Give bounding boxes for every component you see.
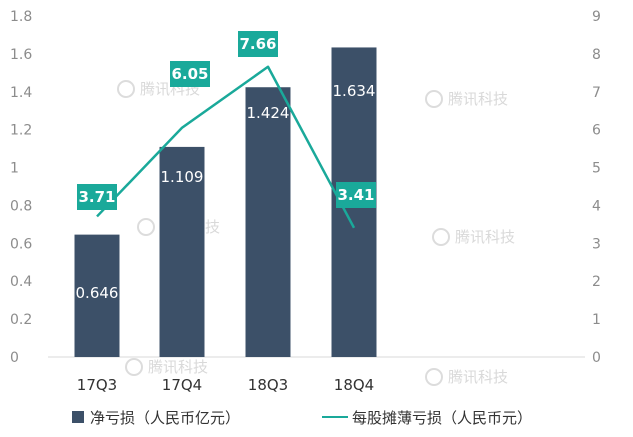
line-data-label: 6.05 (170, 61, 210, 87)
bar-data-label: 1.634 (333, 82, 376, 100)
watermark-text: 腾讯科技 (148, 358, 208, 376)
right-axis-tick-label: 8 (592, 47, 601, 63)
category-label: 17Q3 (77, 376, 117, 394)
line-data-label: 3.41 (336, 182, 376, 208)
left-axis: 0 0.2 0.4 0.6 0.8 1 1.2 1.4 1.6 1.8 (10, 9, 32, 366)
watermark-logo-icon (425, 90, 443, 108)
line-path (96, 65, 356, 229)
right-axis-tick-label: 9 (592, 9, 601, 25)
left-axis-tick-label: 1.6 (10, 47, 32, 63)
left-axis-tick-label: 0 (10, 350, 19, 366)
left-axis-tick-label: 0.6 (10, 236, 32, 252)
left-axis-tick-label: 1.4 (10, 85, 32, 101)
legend-swatch-bar (72, 411, 84, 423)
line-label-box (170, 61, 210, 87)
watermark: 腾讯科技 (125, 358, 208, 376)
line-label-text: 3.41 (337, 186, 374, 204)
legend-label-line: 每股摊薄亏损（人民币元） (352, 409, 532, 427)
bar (74, 234, 120, 357)
bar-data-label: 1.424 (247, 104, 290, 122)
line-label-text: 6.05 (171, 65, 208, 83)
line-data-label: 7.66 (238, 31, 278, 57)
x-axis-categories: 17Q3 17Q4 18Q3 18Q4 (77, 376, 374, 394)
watermark-layer: 腾讯科技腾讯科技腾讯科技腾讯科技腾讯科技腾讯科技 (117, 80, 515, 386)
right-axis: 0 1 2 3 4 5 6 7 8 9 (592, 9, 601, 366)
bar (159, 146, 205, 357)
line-label-text: 3.71 (78, 188, 115, 206)
watermark: 腾讯科技 (425, 90, 508, 108)
left-axis-tick-label: 0.2 (10, 312, 32, 328)
line-label-text: 7.66 (239, 35, 276, 53)
category-label: 17Q4 (162, 376, 202, 394)
watermark-text: 腾讯科技 (448, 368, 508, 386)
bar-data-label: 1.109 (161, 168, 204, 186)
right-axis-tick-label: 5 (592, 161, 601, 177)
watermark-logo-icon (432, 228, 450, 246)
right-axis-tick-label: 6 (592, 123, 601, 139)
line-label-box (238, 31, 278, 57)
right-axis-tick-label: 4 (592, 198, 601, 214)
watermark-text: 腾讯科技 (448, 90, 508, 108)
category-label: 18Q3 (248, 376, 288, 394)
watermark-text: 腾讯科技 (455, 228, 515, 246)
right-axis-tick-label: 1 (592, 312, 601, 328)
watermark-logo-icon (425, 368, 443, 386)
watermark-logo-icon (117, 80, 135, 98)
right-axis-tick-label: 7 (592, 85, 601, 101)
left-axis-tick-label: 1 (10, 161, 19, 177)
line-series: 3.71 6.05 7.66 3.41 (77, 31, 376, 229)
right-axis-tick-label: 0 (592, 350, 601, 366)
watermark: 腾讯科技 (432, 228, 515, 246)
left-axis-tick-label: 1.2 (10, 123, 32, 139)
legend-label-bar: 净亏损（人民币亿元） (90, 409, 240, 427)
bar-data-label: 0.646 (76, 284, 119, 302)
category-label: 18Q4 (334, 376, 374, 394)
watermark: 腾讯科技 (425, 368, 508, 386)
right-axis-tick-label: 2 (592, 274, 601, 290)
watermark-logo-icon (125, 358, 143, 376)
right-axis-tick-label: 3 (592, 236, 601, 252)
line-label-box (336, 182, 376, 208)
line-label-box (77, 184, 117, 210)
left-axis-tick-label: 1.8 (10, 9, 32, 25)
left-axis-tick-label: 0.8 (10, 198, 32, 214)
left-axis-tick-label: 0.4 (10, 274, 32, 290)
bar (245, 87, 291, 357)
line-data-label: 3.71 (77, 184, 117, 210)
legend: 净亏损（人民币亿元） 每股摊薄亏损（人民币元） (72, 409, 532, 427)
watermark-logo-icon (137, 218, 155, 236)
